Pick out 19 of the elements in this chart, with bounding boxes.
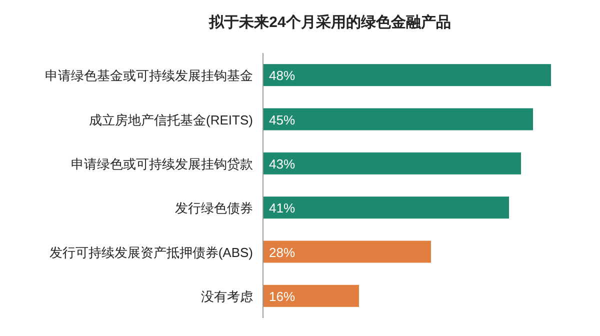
bar [263,284,359,307]
data-label: 45% [269,112,296,128]
bar [263,64,551,86]
bar [263,152,521,174]
chart-title: 拟于未来24个月采用的绿色金融产品 [208,14,451,31]
bar [263,240,431,263]
bar [263,196,509,219]
data-label: 41% [269,200,296,216]
data-label: 16% [269,288,296,304]
y-tick-label: 没有考虑 [201,288,253,304]
y-tick-label: 发行可持续发展资产抵押债券(ABS) [49,244,253,260]
data-label: 48% [269,68,296,84]
y-tick-label: 成立房地产信托基金(REITS) [89,112,253,128]
y-tick-label: 申请绿色基金或可持续发展挂钩基金 [45,68,253,84]
data-label: 43% [269,156,296,172]
y-tick-label: 申请绿色或可持续发展挂钩贷款 [71,156,253,172]
bar [263,108,533,130]
data-label: 28% [269,244,296,260]
y-tick-label: 发行绿色债券 [175,200,253,216]
